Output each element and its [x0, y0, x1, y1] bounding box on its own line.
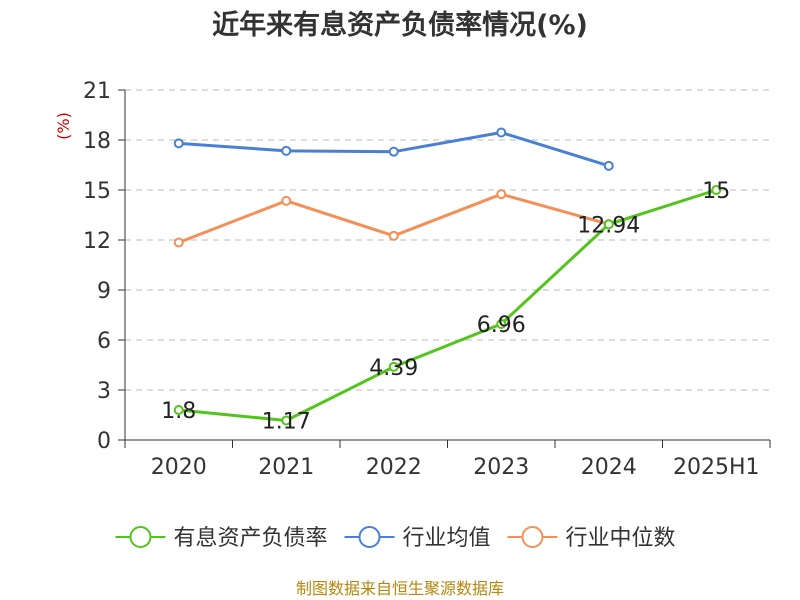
- axes: 0 3 6 9 12 15 18 21 2020 2021 2022 2023 2024 2025H1: [83, 79, 771, 480]
- legend-marker: [358, 526, 381, 548]
- data-point: [388, 361, 399, 372]
- data-label: 12.94: [577, 213, 640, 238]
- data-point: [496, 127, 507, 138]
- data-point: [173, 138, 184, 149]
- series-行业均值: [173, 127, 614, 171]
- data-point: [711, 185, 722, 195]
- y-tick-label: 0: [97, 429, 111, 454]
- legend-label: 有息资产负债率: [174, 526, 328, 551]
- legend-item: 行业均值: [344, 526, 491, 551]
- source-note: 制图数据来自恒生聚源数据库: [296, 579, 504, 598]
- x-tick-label: 2025H1: [673, 455, 760, 480]
- y-tick-label: 15: [83, 179, 111, 204]
- grid: [125, 89, 770, 391]
- data-point: [496, 319, 507, 329]
- y-tick-label: 18: [83, 129, 111, 154]
- data-label: 1.8: [161, 399, 196, 424]
- legend: 有息资产负债率 行业均值 行业中位数: [115, 526, 676, 551]
- x-tick-label: 2020: [151, 455, 207, 480]
- legend-item: 行业中位数: [507, 526, 676, 551]
- x-tick-label: 2021: [258, 455, 314, 480]
- legend-label: 行业均值: [403, 526, 491, 551]
- legend-label: 行业中位数: [566, 526, 676, 551]
- data-label: 15: [702, 179, 730, 204]
- data-point: [388, 230, 399, 241]
- data-label: 6.96: [477, 313, 526, 338]
- data-point: [281, 415, 292, 426]
- series-line: [178, 188, 717, 422]
- data-label: 1.17: [262, 410, 311, 435]
- legend-marker: [129, 526, 152, 548]
- data-point: [281, 195, 292, 206]
- x-tick-label: 2024: [581, 455, 637, 480]
- series-有息资产负债率: 1.8 1.17 4.39 6.96 12.94 15: [161, 179, 730, 435]
- y-tick-label: 21: [83, 79, 111, 104]
- legend-item: 有息资产负债率: [115, 526, 328, 551]
- data-point: [603, 219, 614, 230]
- chart-title: 近年来有息资产负债率情况(%): [212, 9, 588, 41]
- data-point: [281, 145, 292, 156]
- data-point: [603, 160, 614, 171]
- data-point: [496, 189, 507, 200]
- y-axis-unit: (%): [54, 112, 73, 140]
- data-point: [388, 146, 399, 157]
- data-point: [173, 237, 184, 248]
- x-tick-label: 2022: [366, 455, 422, 480]
- y-tick-label: 3: [97, 379, 111, 404]
- y-tick-label: 6: [97, 329, 111, 354]
- legend-marker: [521, 526, 544, 548]
- y-tick-label: 12: [83, 229, 111, 254]
- series-行业中位数: [173, 189, 614, 248]
- data-point: [173, 405, 184, 415]
- series-group: 1.8 1.17 4.39 6.96 12.94 15: [161, 127, 730, 435]
- y-tick-label: 9: [97, 279, 111, 304]
- data-label: 4.39: [369, 356, 418, 381]
- x-tick-label: 2023: [473, 455, 529, 480]
